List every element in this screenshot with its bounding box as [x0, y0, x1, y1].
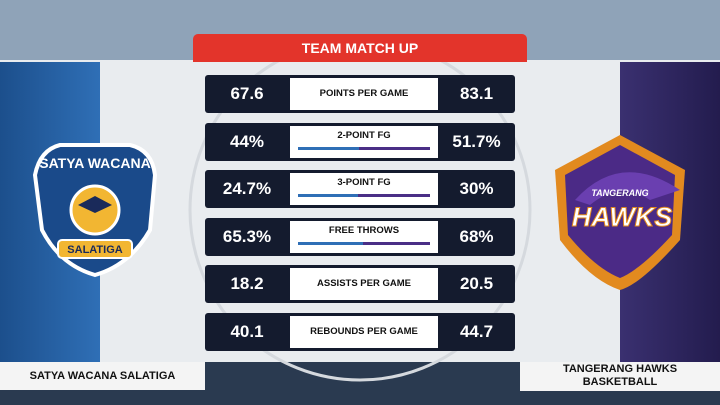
bar-left [298, 146, 359, 150]
stat-label-box: REBOUNDS PER GAME [290, 315, 438, 348]
stat-label-box: ASSISTS PER GAME [290, 268, 438, 300]
stat-label-box: POINTS PER GAME [290, 78, 438, 110]
left-value: 40.1 [230, 321, 264, 341]
stat-row: 24.7% 30% 3-POINT FG [205, 170, 515, 208]
team-right: TANGERANG HAWKS BASKETBALL [520, 362, 720, 391]
stat-label: FREE THROWS [328, 224, 400, 236]
left-value: 18.2 [230, 274, 264, 293]
right-value: 20.5 [459, 274, 494, 293]
bar-right [358, 146, 430, 150]
header-title: TEAM MATCH UP [193, 34, 527, 62]
left-value: 67.6 [230, 84, 264, 103]
bar-left [298, 194, 358, 197]
right-value: 30% [459, 179, 494, 198]
right-value: 44.7 [459, 321, 494, 341]
stat-label: 3-POINT FG [337, 177, 391, 188]
stat-label: POINTS PER GAME [319, 88, 409, 99]
stat-label: 2-POINT FG [337, 129, 391, 141]
stat-row: 44% 51.7% 2-POINT FG [205, 122, 515, 161]
stat-row: 18.2 20.5 ASSISTS PER GAME [205, 265, 515, 303]
left-value: 65.3% [222, 226, 272, 246]
bar-right [357, 194, 430, 197]
team-right-line2: BASKETBALL [582, 376, 658, 388]
left-value: 24.7% [222, 179, 272, 198]
logo-left-top: SATYA WACANA [39, 155, 151, 171]
left-value: 44% [229, 131, 265, 151]
right-value: 51.7% [452, 131, 501, 151]
stat-row: 67.6 83.1 POINTS PER GAME [205, 75, 515, 113]
stat-row: 40.1 44.7 REBOUNDS PER GAME [205, 312, 515, 351]
stat-label-box: 2-POINT FG [290, 125, 438, 158]
right-value: 68% [459, 226, 494, 246]
bar-right [362, 241, 430, 245]
logo-left-bottom: SALATIGA [67, 244, 122, 256]
stat-label: REBOUNDS PER GAME [310, 325, 418, 337]
bar-left [298, 241, 363, 245]
stat-label: ASSISTS PER GAME [317, 278, 411, 289]
logo-right-top: TANGERANG [591, 188, 648, 198]
stat-row: 65.3% 68% FREE THROWS [205, 217, 515, 256]
stat-label-box: FREE THROWS [290, 220, 438, 253]
logo-right-main: HAWKS [572, 202, 673, 232]
stat-label-box: 3-POINT FG [290, 173, 438, 205]
team-left: SATYA WACANA SALATIGA [0, 362, 205, 390]
team-right-line1: TANGERANG HAWKS [562, 363, 678, 375]
right-value: 83.1 [459, 84, 494, 103]
